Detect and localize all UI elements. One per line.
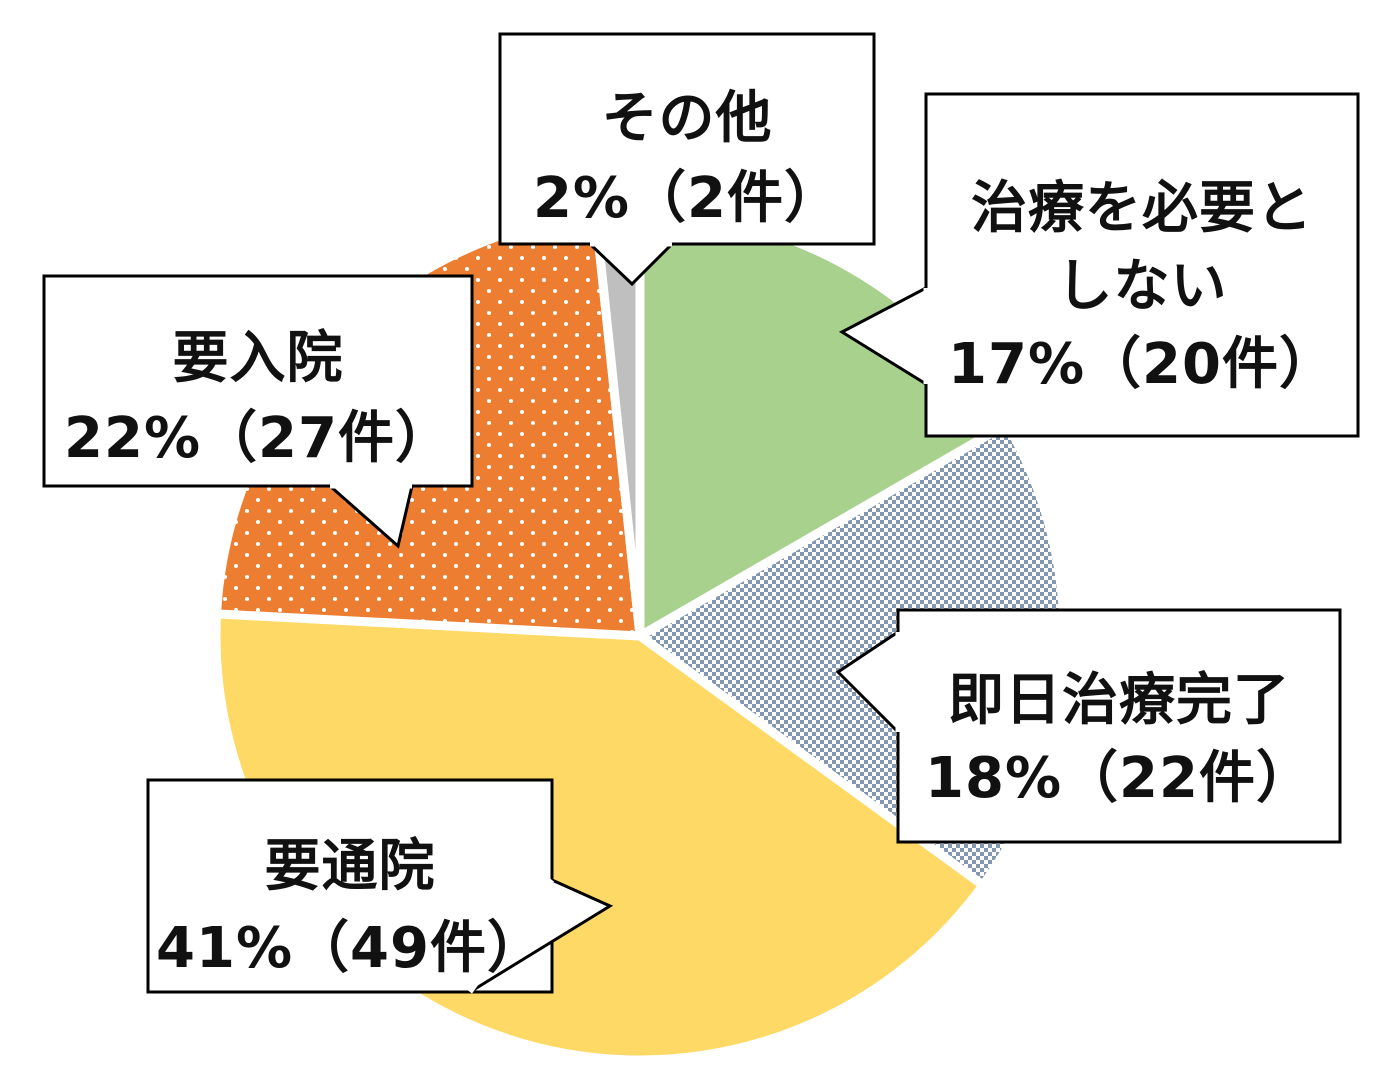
callout-box xyxy=(146,778,554,994)
callout-box xyxy=(498,32,876,246)
slice-value-label: 41%（49件） xyxy=(156,916,544,981)
slice-category-label: 即日治療完了 xyxy=(948,668,1290,733)
slice-category-label: しない xyxy=(1057,254,1228,319)
data-label-callout-4: 要入院 22%（27件） xyxy=(42,274,474,549)
slice-value-label: 18%（22件） xyxy=(925,746,1313,811)
slice-value-label: 2%（2件） xyxy=(533,166,841,231)
slice-category-label: 治療を必要と xyxy=(971,176,1313,241)
data-label-callout-3: 要通院 41%（49件） xyxy=(146,778,614,994)
callout-box xyxy=(42,274,474,488)
data-label-callout-2: 即日治療完了 18%（22件） xyxy=(835,608,1342,844)
slice-category-label: その他 xyxy=(602,86,773,151)
callout-box xyxy=(896,608,1342,844)
slice-value-label: 22%（27件） xyxy=(64,406,452,471)
callout-seam xyxy=(467,878,555,994)
data-label-callout-5: その他 2%（2件） xyxy=(498,32,876,287)
slice-category-label: 要入院 xyxy=(173,326,344,391)
slice-value-label: 17%（20件） xyxy=(948,332,1336,397)
slice-category-label: 要通院 xyxy=(265,834,436,899)
callout-box xyxy=(924,92,1360,438)
